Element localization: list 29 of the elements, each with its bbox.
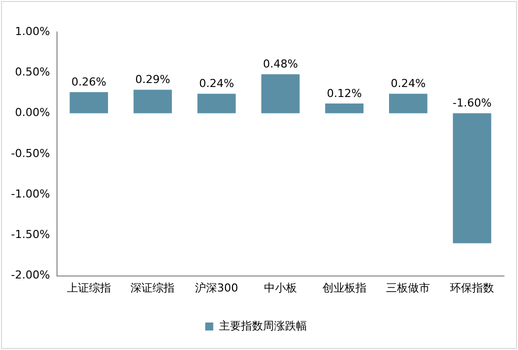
bar xyxy=(134,90,172,114)
x-tick-label: 三板做市 xyxy=(386,281,430,294)
bar xyxy=(70,92,108,114)
x-tick-label: 创业板指 xyxy=(322,281,366,294)
y-tick-label: 1.00% xyxy=(14,24,50,38)
y-tick-label: -1.00% xyxy=(10,187,50,200)
data-label: 0.24% xyxy=(199,77,234,90)
x-tick-label: 环保指数 xyxy=(450,281,494,294)
y-tick-label: 0.50% xyxy=(14,65,50,78)
data-label: 0.48% xyxy=(262,58,298,71)
x-tick-label: 上证综指 xyxy=(66,281,111,294)
data-label: 0.26% xyxy=(71,75,106,88)
x-tick-label: 沪深300 xyxy=(195,281,238,294)
x-tick-label: 中小板 xyxy=(264,281,297,294)
bar xyxy=(261,74,300,114)
bar xyxy=(197,94,236,114)
y-tick-label: -1.50% xyxy=(10,228,50,242)
data-label: 0.24% xyxy=(390,77,426,90)
data-label: -1.60% xyxy=(452,96,492,110)
y-tick-label: 0.00% xyxy=(14,106,50,120)
x-tick-label: 深证综指 xyxy=(130,281,175,294)
bar xyxy=(325,104,364,114)
data-label: 0.29% xyxy=(135,73,170,86)
data-label: 0.12% xyxy=(326,86,362,100)
y-tick-label: -0.50% xyxy=(10,146,50,160)
legend-label: 主要指数周涨跌幅 xyxy=(218,319,307,332)
bar xyxy=(452,113,492,244)
y-tick-label: -2.00% xyxy=(10,268,50,282)
bar xyxy=(389,94,428,114)
